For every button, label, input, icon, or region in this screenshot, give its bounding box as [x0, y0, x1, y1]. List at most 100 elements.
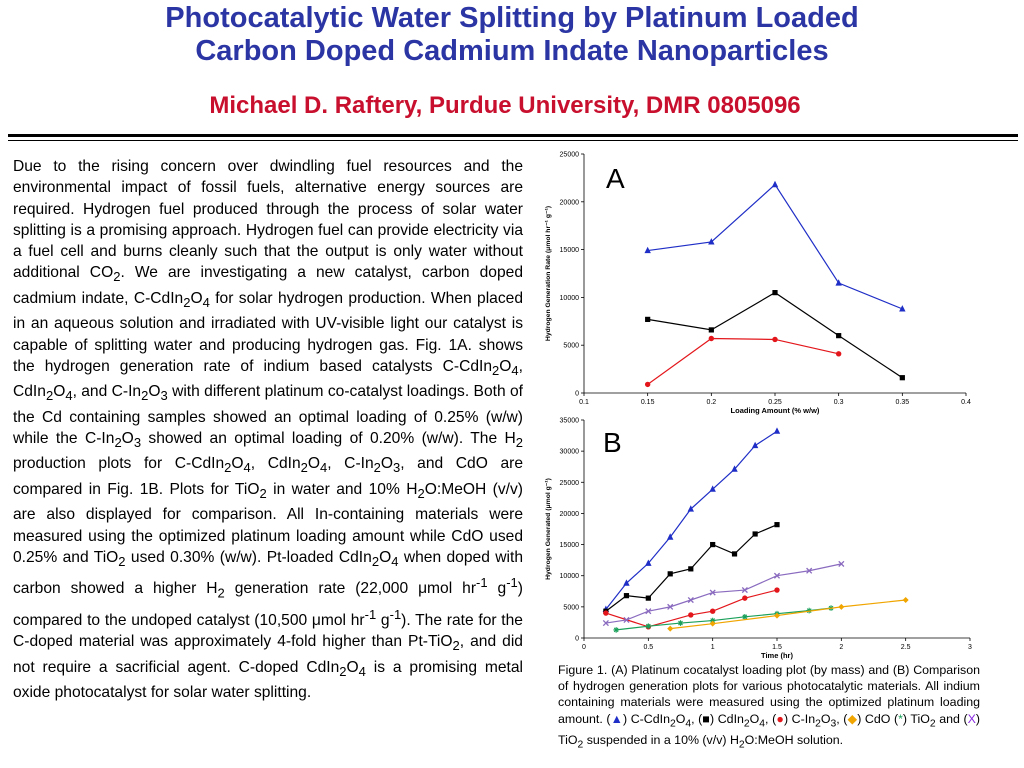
- y-tick-label: 0: [575, 391, 579, 398]
- page-title: Photocatalytic Water Splitting by Platin…: [0, 2, 1024, 68]
- panel-label: A: [606, 163, 625, 194]
- series-line: [605, 589, 778, 628]
- x-axis-label: Time (hr): [761, 651, 793, 660]
- data-point: [772, 290, 778, 296]
- title-line-1: Photocatalytic Water Splitting by Platin…: [165, 2, 859, 34]
- x-tick-label: 1.5: [772, 644, 782, 651]
- series-square: [645, 290, 905, 381]
- body-paragraph: Due to the rising concern over dwindling…: [13, 158, 524, 702]
- data-point: [772, 336, 778, 343]
- data-point: [774, 587, 780, 593]
- series-diamond: [667, 597, 909, 632]
- data-point: [742, 595, 748, 601]
- data-point: [771, 180, 779, 188]
- data-point: [731, 465, 738, 472]
- data-point: [688, 566, 694, 572]
- data-point: [751, 441, 759, 449]
- data-point: [708, 327, 714, 333]
- series-line: [647, 337, 839, 385]
- panel-label: B: [603, 427, 622, 458]
- x-tick-label: 0.2: [706, 399, 716, 406]
- y-axis-label: Hydrogen Generated (μmol g⁻¹): [545, 478, 552, 580]
- y-tick-label: 35000: [560, 418, 580, 425]
- title-line-2: Carbon Doped Cadmium Indate Nanoparticle…: [195, 35, 829, 67]
- data-point: [645, 623, 652, 629]
- y-tick-label: 5000: [563, 343, 579, 350]
- data-point: [667, 533, 674, 540]
- data-point: [709, 620, 716, 627]
- data-point: [623, 593, 630, 599]
- chart-b: 0 5000 10000 15000 20000 25000 30000 35000 0 0.5 1…: [545, 418, 972, 661]
- data-point: [687, 596, 694, 604]
- y-tick-label: 25000: [560, 152, 580, 159]
- x-tick-label: 1: [711, 644, 715, 651]
- data-point: [710, 541, 716, 548]
- author-line: Michael D. Raftery, Purdue University, D…: [209, 92, 801, 119]
- data-point: [899, 375, 905, 381]
- data-point: [677, 620, 684, 626]
- data-point: [731, 551, 738, 557]
- series-circle: [644, 335, 842, 388]
- data-point: [773, 427, 781, 434]
- series-line: [605, 430, 778, 610]
- data-point: [835, 351, 842, 357]
- data-point: [742, 614, 748, 620]
- data-point: [644, 246, 651, 254]
- x-tick-label: 0.3: [834, 399, 844, 406]
- series-x: [602, 560, 845, 627]
- data-point: [623, 616, 630, 623]
- series-line: [670, 599, 906, 630]
- series-line: [605, 563, 842, 624]
- data-point: [602, 619, 609, 627]
- series-triangle: [644, 180, 906, 312]
- data-point: [709, 608, 716, 614]
- data-point: [667, 571, 673, 577]
- data-point: [645, 595, 651, 601]
- data-point: [709, 617, 716, 624]
- data-point: [899, 305, 906, 312]
- data-point: [773, 572, 781, 579]
- y-tick-label: 10000: [560, 295, 580, 302]
- y-tick-label: 10000: [560, 573, 580, 580]
- x-tick-label: 0.1: [579, 399, 589, 406]
- data-point: [708, 335, 715, 342]
- data-point: [645, 316, 651, 322]
- y-tick-label: 5000: [563, 604, 579, 611]
- y-tick-label: 30000: [560, 449, 580, 456]
- series-line: [616, 607, 832, 631]
- y-tick-label: 0: [575, 636, 579, 643]
- data-point: [688, 612, 694, 618]
- data-point: [603, 610, 609, 616]
- data-point: [645, 559, 652, 566]
- y-axis-label: Hydrogen Generation Rate (μmol hr⁻¹ g⁻¹): [545, 206, 552, 341]
- data-point: [838, 603, 845, 610]
- divider-thin: [8, 140, 1018, 141]
- data-point: [774, 612, 780, 619]
- data-point: [667, 603, 674, 610]
- y-tick-label: 20000: [560, 511, 580, 518]
- series-line: [647, 291, 903, 379]
- data-point: [835, 279, 842, 286]
- y-tick-label: 15000: [560, 247, 580, 254]
- x-tick-label: 0.35: [896, 399, 910, 406]
- x-tick-label: 0.5: [643, 644, 653, 651]
- x-tick-label: 0: [582, 644, 586, 651]
- divider-thick: [8, 134, 1018, 137]
- x-tick-label: 2: [839, 644, 843, 651]
- x-tick-label: 0.25: [768, 399, 782, 406]
- x-axis-label: Loading Amount (% w/w): [731, 406, 820, 415]
- data-point: [613, 627, 619, 633]
- data-point: [806, 607, 812, 614]
- data-point: [687, 505, 694, 512]
- data-point: [644, 381, 651, 388]
- x-tick-label: 3: [968, 644, 972, 651]
- data-point: [667, 625, 674, 632]
- data-point: [709, 589, 716, 596]
- y-tick-label: 20000: [560, 199, 580, 206]
- data-point: [806, 567, 813, 574]
- data-point: [752, 531, 758, 537]
- figure-caption: Figure 1. (A) Platinum cocatalyst loadin…: [558, 663, 981, 751]
- y-tick-label: 15000: [560, 542, 580, 549]
- x-tick-label: 2.5: [901, 644, 911, 651]
- data-point: [645, 608, 652, 615]
